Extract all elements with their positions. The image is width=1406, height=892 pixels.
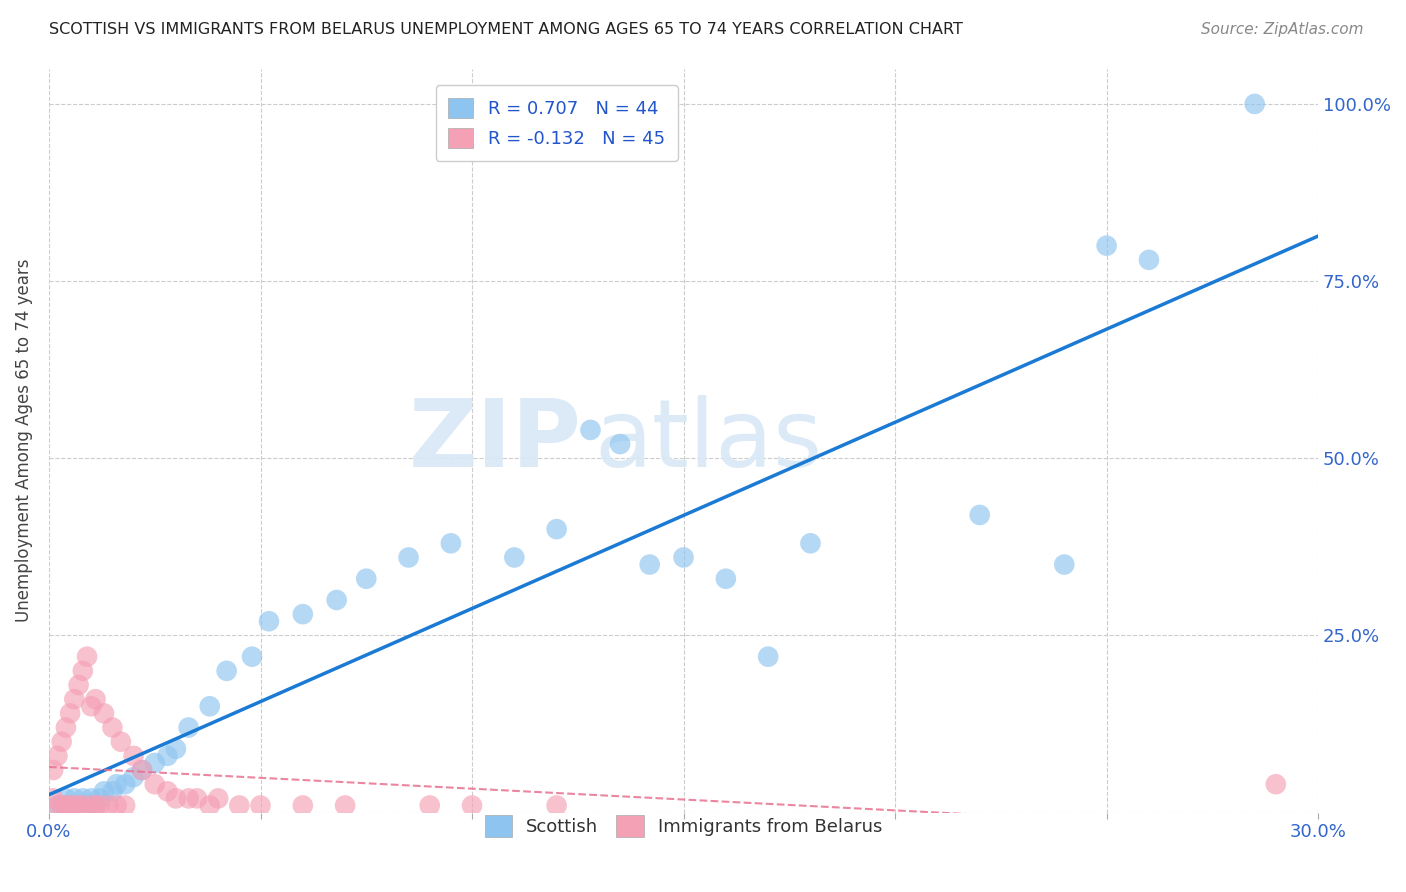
Point [59,706,82,721]
Point [55,798,77,813]
Point [131,763,153,777]
Point [638,558,661,572]
Point [80,798,103,813]
Point [122,748,145,763]
Point [356,572,378,586]
Point [76,649,98,664]
Point [114,777,136,791]
Legend: Scottish, Immigrants from Belarus: Scottish, Immigrants from Belarus [478,808,890,845]
Text: ZIP: ZIP [409,394,582,486]
Point [46,798,69,813]
Point [398,550,420,565]
Point [165,791,187,805]
Point [143,756,166,770]
Point [198,798,221,813]
Point [440,536,463,550]
Point [165,741,187,756]
Point [51,735,73,749]
Point [97,798,120,813]
Point [76,798,98,813]
Point [799,536,821,550]
Point [80,699,103,714]
Point [46,748,69,763]
Point [228,798,250,813]
Point [42,763,65,777]
Point [46,798,69,813]
Point [89,791,111,805]
Point [1053,558,1076,572]
Point [419,798,441,813]
Point [291,607,314,622]
Point [177,721,200,735]
Point [177,791,200,805]
Point [579,423,602,437]
Point [156,784,179,798]
Point [672,550,695,565]
Point [63,692,86,706]
Point [461,798,484,813]
Point [131,763,153,777]
Point [156,748,179,763]
Point [51,798,73,813]
Point [67,678,90,692]
Point [67,798,90,813]
Text: SCOTTISH VS IMMIGRANTS FROM BELARUS UNEMPLOYMENT AMONG AGES 65 TO 74 YEARS CORRE: SCOTTISH VS IMMIGRANTS FROM BELARUS UNEM… [49,22,963,37]
Point [1137,252,1160,267]
Point [72,798,94,813]
Point [546,522,568,536]
Point [291,798,314,813]
Text: atlas: atlas [595,394,823,486]
Point [122,770,145,784]
Point [101,784,124,798]
Text: Source: ZipAtlas.com: Source: ZipAtlas.com [1201,22,1364,37]
Point [55,791,77,805]
Point [72,791,94,805]
Point [93,784,115,798]
Point [714,572,737,586]
Point [55,721,77,735]
Point [105,777,128,791]
Point [215,664,238,678]
Point [42,791,65,805]
Point [80,791,103,805]
Point [114,798,136,813]
Point [84,798,107,813]
Point [756,649,779,664]
Point [325,593,347,607]
Point [969,508,991,522]
Point [257,614,280,628]
Point [249,798,271,813]
Point [67,798,90,813]
Point [59,798,82,813]
Point [186,791,208,805]
Point [1095,238,1118,252]
Point [89,798,111,813]
Point [84,798,107,813]
Point [63,791,86,805]
Point [63,798,86,813]
Point [105,798,128,813]
Point [84,692,107,706]
Point [51,798,73,813]
Point [143,777,166,791]
Point [93,706,115,721]
Point [1264,777,1286,791]
Point [333,798,356,813]
Point [59,798,82,813]
Point [609,437,631,451]
Point [240,649,263,664]
Point [207,791,229,805]
Point [503,550,526,565]
Point [198,699,221,714]
Point [546,798,568,813]
Point [110,735,132,749]
Point [1243,97,1265,112]
Point [72,664,94,678]
Y-axis label: Unemployment Among Ages 65 to 74 years: Unemployment Among Ages 65 to 74 years [15,259,32,623]
Point [101,721,124,735]
